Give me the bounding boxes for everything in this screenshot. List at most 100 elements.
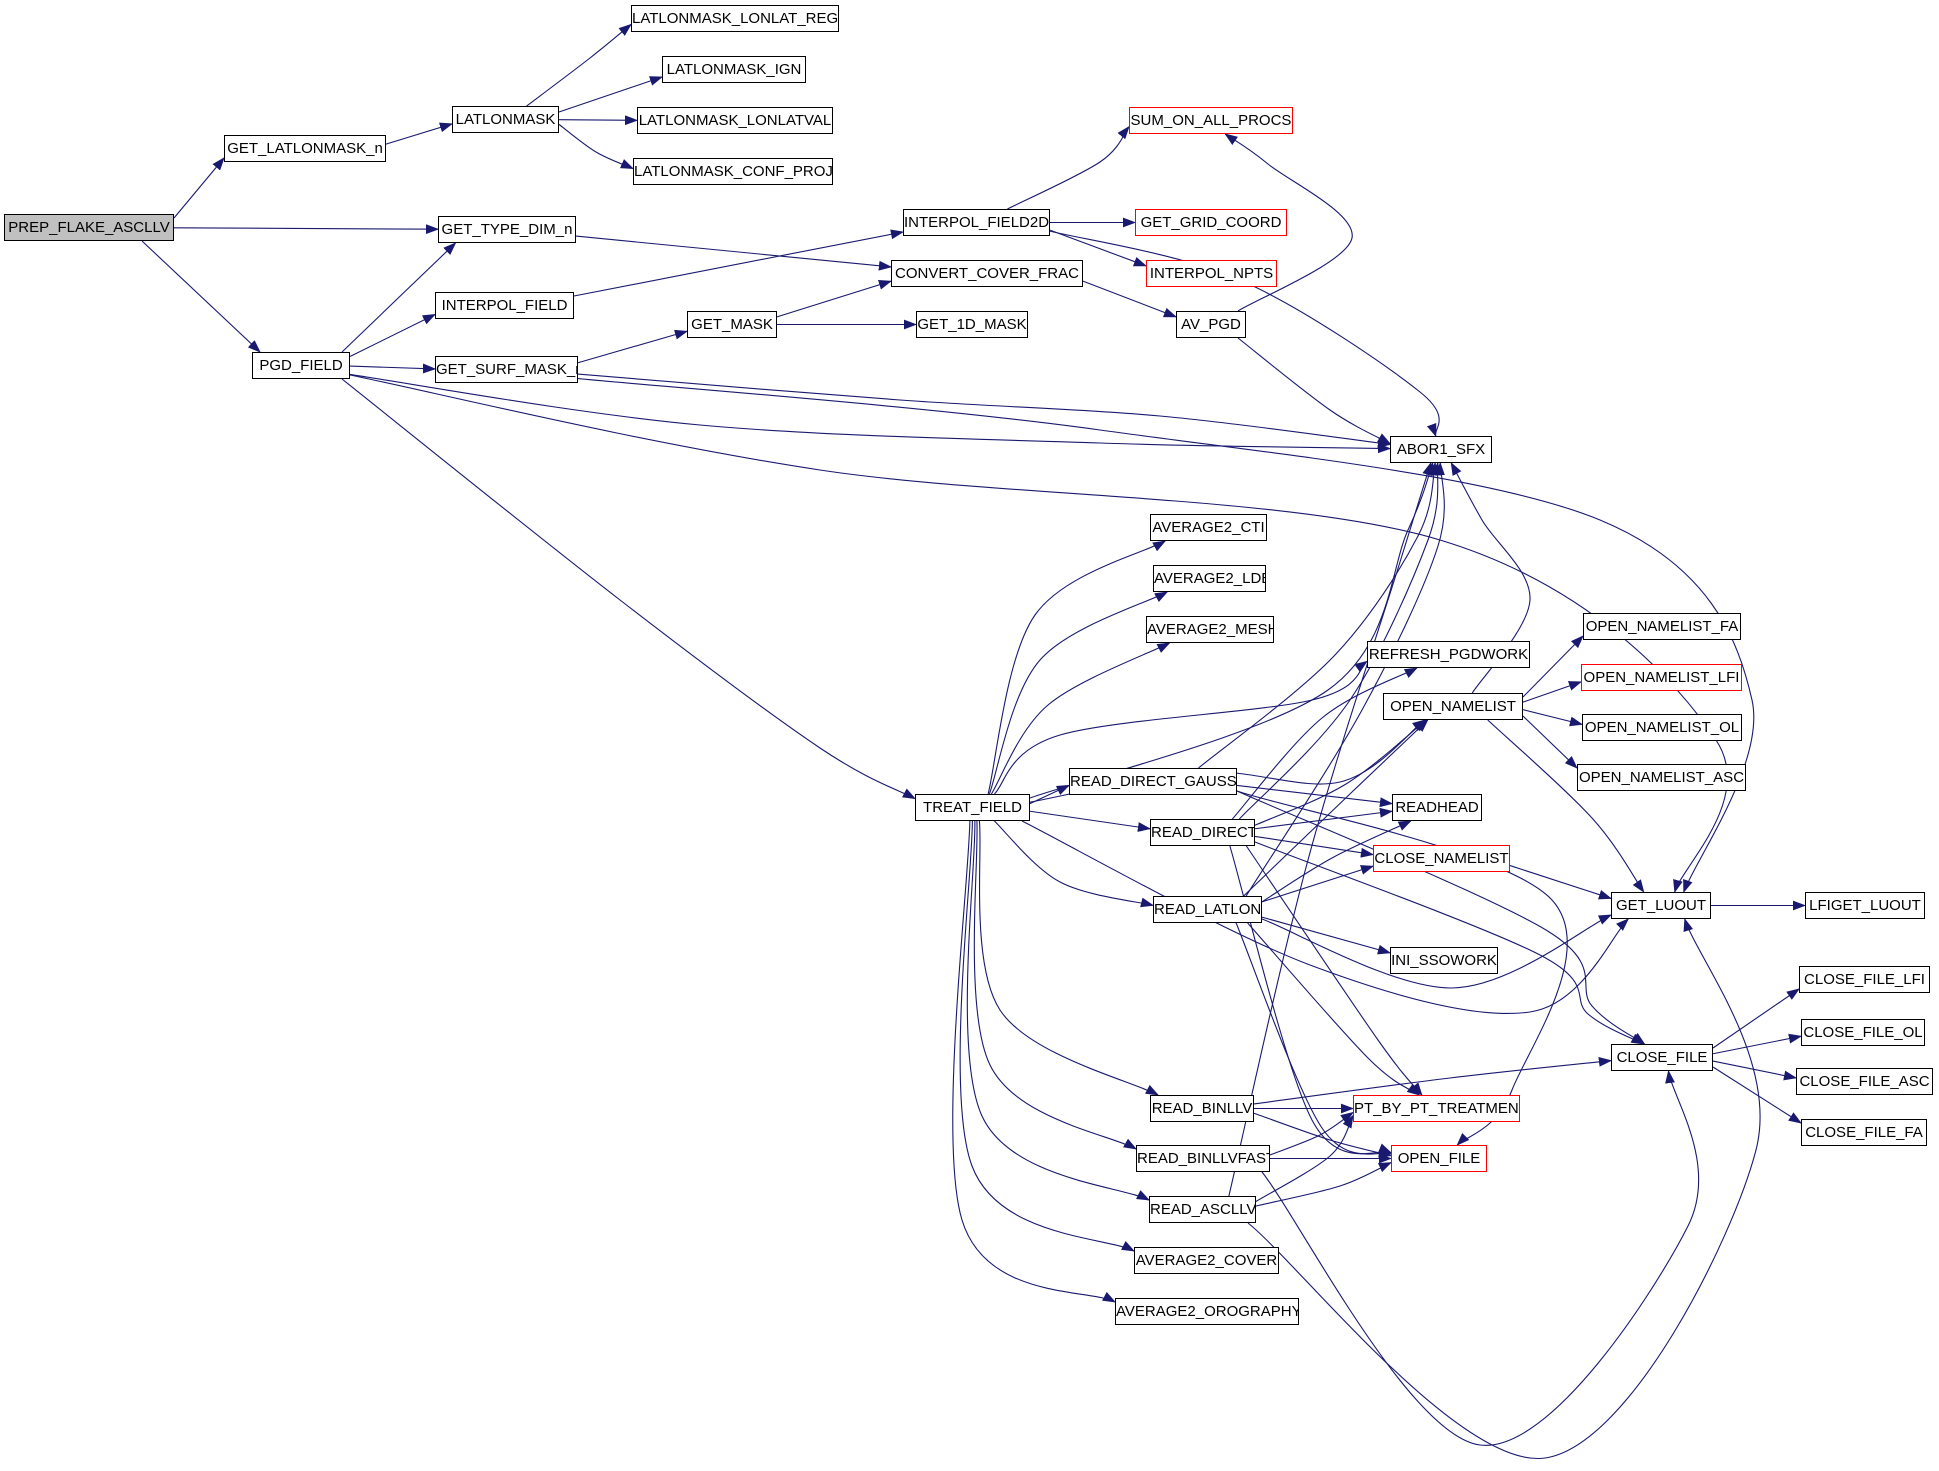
call-edge-interpol_field2d-to-abor1_sfx [1049, 230, 1440, 438]
graph-node-average2_cover[interactable]: AVERAGE2_COVER [1134, 1247, 1279, 1274]
graph-node-readhead[interactable]: READHEAD [1392, 794, 1482, 821]
graph-node-prep_flake_ascllv[interactable]: PREP_FLAKE_ASCLLV [4, 214, 174, 241]
call-edge-treat_field-to-average2_orography [952, 820, 1116, 1303]
graph-node-lfiget_luout[interactable]: LFIGET_LUOUT [1805, 892, 1925, 919]
call-edge-treat_field-to-abor1_sfx [1029, 461, 1434, 799]
call-edge-read_latlon-to-ini_ssowork [1261, 916, 1392, 955]
graph-node-read_direct[interactable]: READ_DIRECT [1150, 819, 1255, 846]
graph-node-average2_ldb[interactable]: AVERAGE2_LDB [1153, 565, 1266, 592]
graph-node-abor1_sfx[interactable]: ABOR1_SFX [1390, 436, 1492, 463]
call-edge-pgd_field-to-get_type_dim_n [341, 242, 457, 353]
graph-node-open_file[interactable]: OPEN_FILE [1391, 1145, 1487, 1172]
call-edge-pgd_field-to-abor1_sfx [349, 373, 1392, 454]
call-edge-read_ascllv-to-pt_by_pt_treatment [1255, 1114, 1354, 1202]
call-edge-read_latlon-to-pt_by_pt_treatment [1247, 922, 1421, 1096]
call-edge-get_surf_mask_n-to-get_luout [577, 378, 1755, 894]
call-edge-read_latlon-to-readhead [1261, 820, 1412, 903]
graph-node-latlonmask[interactable]: LATLONMASK [452, 106, 559, 133]
call-edge-treat_field-to-average2_cti [987, 540, 1167, 795]
call-edge-open_namelist-to-open_namelist_fa [1522, 635, 1584, 698]
call-edge-read_binllv-to-close_file [1253, 1056, 1613, 1105]
call-edge-interpol_field-to-interpol_field2d [573, 229, 905, 297]
call-edge-get_mask-to-convert_cover_frac [776, 280, 893, 318]
graph-node-read_direct_gauss[interactable]: READ_DIRECT_GAUSS [1069, 768, 1237, 795]
graph-node-get_mask[interactable]: GET_MASK [687, 311, 777, 338]
call-edge-read_latlon-to-close_namelist [1261, 865, 1375, 903]
graph-node-close_file_asc[interactable]: CLOSE_FILE_ASC [1796, 1068, 1933, 1095]
graph-node-open_namelist_fa[interactable]: OPEN_NAMELIST_FA [1583, 613, 1741, 640]
call-edge-get_type_dim_n-to-convert_cover_frac [575, 235, 893, 271]
graph-node-refresh_pgdwork[interactable]: REFRESH_PGDWORK [1367, 641, 1530, 668]
graph-node-average2_cti[interactable]: AVERAGE2_CTI [1150, 514, 1267, 541]
call-edge-read_latlon-to-abor1_sfx [1245, 461, 1445, 897]
call-edge-read_binllv-to-open_file [1253, 1112, 1393, 1158]
call-edge-read_direct-to-close_namelist [1254, 835, 1375, 858]
call-edge-convert_cover_frac-to-av_pgd [1082, 280, 1178, 318]
call-edge-read_direct-to-open_namelist [1254, 719, 1428, 826]
graph-node-close_file[interactable]: CLOSE_FILE [1611, 1044, 1713, 1071]
call-edge-interpol_field2d-to-sum_on_all_procs [1007, 125, 1130, 210]
graph-node-latlonmask_conf_proj[interactable]: LATLONMASK_CONF_PROJ [633, 158, 833, 185]
graph-node-latlonmask_lonlat_reg[interactable]: LATLONMASK_LONLAT_REG [631, 5, 839, 32]
graph-node-close_file_fa[interactable]: CLOSE_FILE_FA [1801, 1119, 1927, 1146]
graph-node-open_namelist_lfi[interactable]: OPEN_NAMELIST_LFI [1581, 664, 1742, 691]
graph-node-read_binllv[interactable]: READ_BINLLV [1150, 1095, 1254, 1122]
graph-node-convert_cover_frac[interactable]: CONVERT_COVER_FRAC [891, 260, 1083, 287]
call-edge-get_surf_mask_n-to-abor1_sfx [577, 373, 1392, 448]
graph-node-open_namelist_asc[interactable]: OPEN_NAMELIST_ASC [1577, 764, 1746, 791]
graph-node-get_type_dim_n[interactable]: GET_TYPE_DIM_n [438, 216, 576, 243]
graph-node-treat_field[interactable]: TREAT_FIELD [915, 794, 1030, 821]
graph-node-av_pgd[interactable]: AV_PGD [1176, 311, 1246, 338]
call-edge-close_namelist-to-get_luout [1509, 865, 1613, 900]
graph-node-get_luout[interactable]: GET_LUOUT [1611, 892, 1711, 919]
graph-node-open_namelist[interactable]: OPEN_NAMELIST [1383, 693, 1523, 720]
graph-node-get_grid_coord[interactable]: GET_GRID_COORD [1135, 209, 1287, 236]
graph-node-close_file_lfi[interactable]: CLOSE_FILE_LFI [1799, 966, 1930, 993]
call-edge-open_namelist-to-open_namelist_asc [1522, 715, 1578, 769]
call-edge-read_latlon-to-open_file [1235, 922, 1393, 1155]
graph-node-average2_orography[interactable]: AVERAGE2_OROGRAPHY [1115, 1298, 1299, 1325]
graph-node-ini_ssowork[interactable]: INI_SSOWORK [1390, 947, 1498, 974]
graph-node-latlonmask_lonlatval[interactable]: LATLONMASK_LONLATVAL [637, 107, 833, 134]
graph-node-get_surf_mask_n[interactable]: GET_SURF_MASK_n [435, 356, 578, 383]
graph-node-read_binllvfast[interactable]: READ_BINLLVFAST [1136, 1145, 1270, 1172]
graph-node-get_latlonmask_n[interactable]: GET_LATLONMASK_n [224, 135, 386, 162]
call-edge-treat_field-to-read_direct [1029, 810, 1152, 832]
graph-node-close_namelist[interactable]: CLOSE_NAMELIST [1373, 845, 1510, 872]
graph-node-interpol_field2d[interactable]: INTERPOL_FIELD2D [903, 209, 1050, 236]
graph-node-interpol_field[interactable]: INTERPOL_FIELD [435, 292, 574, 319]
call-edge-read_direct-to-refresh_pgdwork [1231, 667, 1418, 820]
graph-node-close_file_ol[interactable]: CLOSE_FILE_OL [1801, 1019, 1925, 1046]
call-edge-get_latlonmask_n-to-latlonmask [385, 122, 454, 145]
graph-node-read_latlon[interactable]: READ_LATLON [1153, 896, 1262, 923]
graph-node-average2_mesh[interactable]: AVERAGE2_MESH [1146, 616, 1274, 643]
graph-node-read_ascllv[interactable]: READ_ASCLLV [1149, 1196, 1256, 1223]
call-edge-treat_field-to-read_direct_gauss [1029, 784, 1070, 805]
call-edge-close_file-to-close_file_fa [1712, 1066, 1802, 1124]
graph-node-pgd_field[interactable]: PGD_FIELD [252, 352, 350, 379]
graph-node-get_1d_mask[interactable]: GET_1D_MASK [916, 311, 1028, 338]
call-edge-treat_field-to-read_binllvfast [973, 820, 1137, 1150]
graph-node-pt_by_pt_treatment[interactable]: PT_BY_PT_TREATMENT [1353, 1095, 1520, 1122]
call-edge-treat_field-to-read_latlon [993, 820, 1155, 908]
call-edge-treat_field-to-get_luout [1021, 820, 1630, 1015]
call-edge-prep_flake_ascllv-to-pgd_field [141, 240, 261, 353]
graph-node-latlonmask_ign[interactable]: LATLONMASK_IGN [662, 56, 806, 83]
graph-node-sum_on_all_procs[interactable]: SUM_ON_ALL_PROCS [1129, 107, 1293, 134]
call-edge-latlonmask-to-latlonmask_lonlatval [558, 115, 639, 126]
call-edge-pgd_field-to-treat_field [341, 378, 916, 800]
call-edge-read_direct_gauss-to-close_file [1236, 790, 1646, 1045]
graph-node-open_namelist_ol[interactable]: OPEN_NAMELIST_OL [1582, 714, 1742, 741]
call-edge-read_latlon-to-get_luout [1261, 914, 1612, 989]
call-edge-prep_flake_ascllv-to-get_type_dim_n [173, 224, 440, 235]
call-edge-treat_field-to-average2_cover [959, 820, 1135, 1252]
call-edge-close_file-to-close_file_ol [1712, 1033, 1803, 1055]
graph-node-interpol_npts[interactable]: INTERPOL_NPTS [1146, 260, 1277, 287]
call-edge-pgd_field-to-get_luout [349, 374, 1728, 894]
call-edge-read_latlon-to-open_namelist [1243, 719, 1429, 897]
call-edge-pgd_field-to-get_surf_mask_n [349, 363, 437, 374]
call-edge-interpol_field2d-to-interpol_npts [1049, 229, 1148, 267]
call-edge-treat_field-to-read_binllv [978, 820, 1159, 1096]
